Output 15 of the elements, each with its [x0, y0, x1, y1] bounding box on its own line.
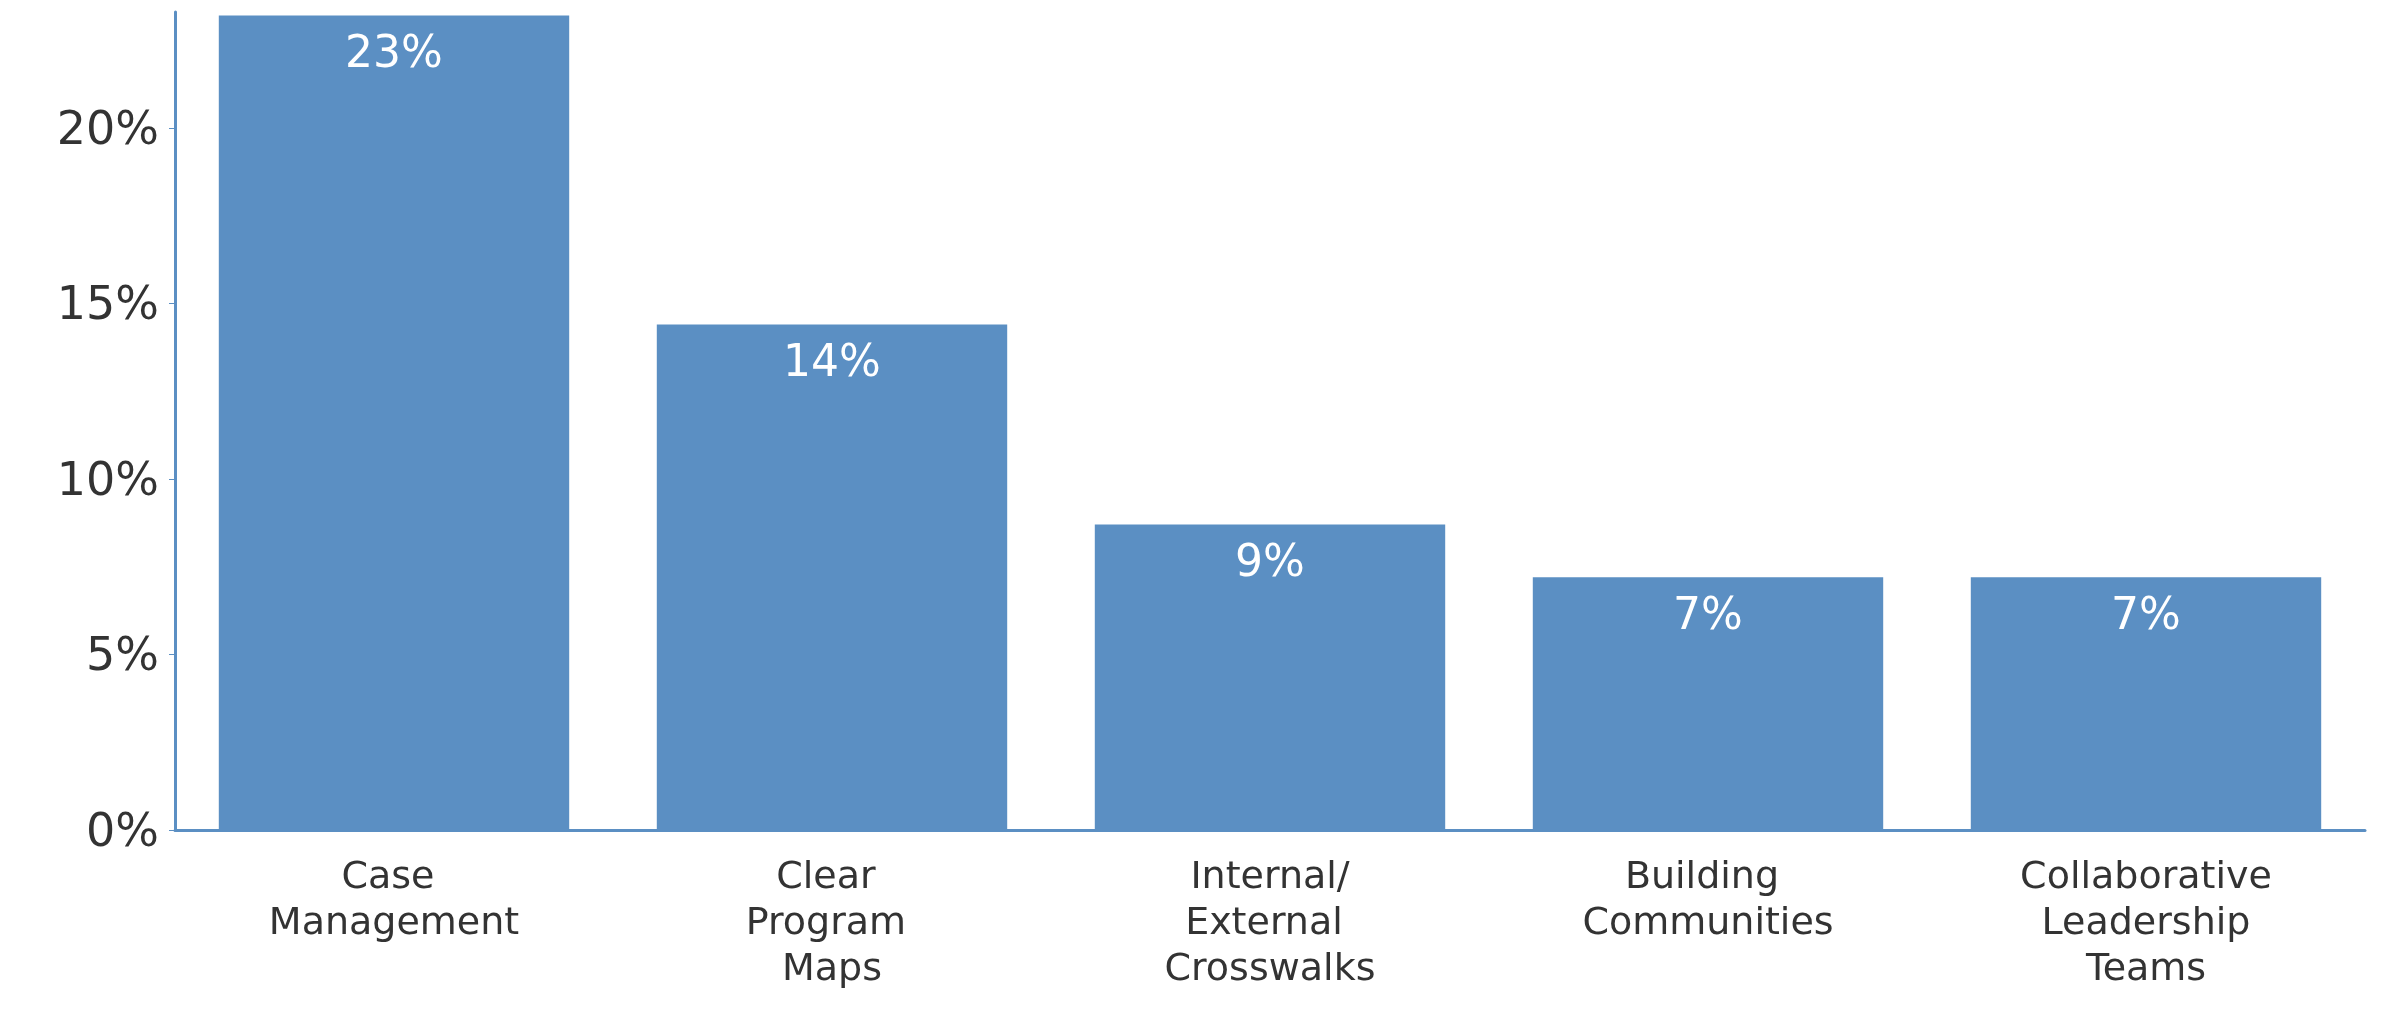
data-label: 7%: [2111, 587, 2181, 639]
x-tick-label: Case Management: [268, 853, 520, 943]
data-label: 23%: [345, 26, 443, 78]
y-tick-label: 10%: [56, 451, 159, 506]
data-label: 7%: [1673, 587, 1743, 639]
x-tick-label: Clear Program Maps: [745, 853, 919, 989]
y-tick-label: 15%: [56, 276, 159, 331]
x-tick-label: Internal/External Crosswalks: [1164, 853, 1376, 989]
y-tick-label: 20%: [56, 100, 159, 155]
data-label: 9%: [1235, 535, 1305, 587]
data-label: 14%: [783, 334, 881, 386]
y-tick-label: 0%: [86, 803, 159, 857]
y-tick-label: 5%: [86, 627, 159, 682]
x-tick-label: Building Communities: [1582, 853, 1834, 943]
x-tick-label: Collaborative Leadership Teams: [2020, 853, 2272, 989]
